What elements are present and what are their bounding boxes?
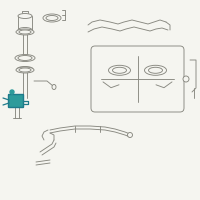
- Ellipse shape: [16, 29, 34, 35]
- Ellipse shape: [46, 16, 58, 21]
- Ellipse shape: [148, 67, 162, 73]
- Ellipse shape: [18, 14, 32, 19]
- Ellipse shape: [43, 14, 61, 22]
- Ellipse shape: [19, 68, 31, 72]
- Circle shape: [183, 76, 189, 82]
- Ellipse shape: [112, 67, 127, 73]
- FancyBboxPatch shape: [8, 95, 24, 108]
- Ellipse shape: [144, 65, 166, 75]
- Circle shape: [128, 132, 132, 138]
- Ellipse shape: [19, 30, 31, 34]
- Ellipse shape: [108, 65, 130, 75]
- Ellipse shape: [18, 27, 32, 32]
- FancyBboxPatch shape: [91, 46, 184, 112]
- Ellipse shape: [16, 67, 34, 73]
- Circle shape: [10, 90, 14, 94]
- Ellipse shape: [52, 84, 56, 90]
- Ellipse shape: [17, 66, 33, 72]
- Ellipse shape: [18, 55, 32, 60]
- Ellipse shape: [20, 68, 30, 71]
- Ellipse shape: [15, 54, 35, 62]
